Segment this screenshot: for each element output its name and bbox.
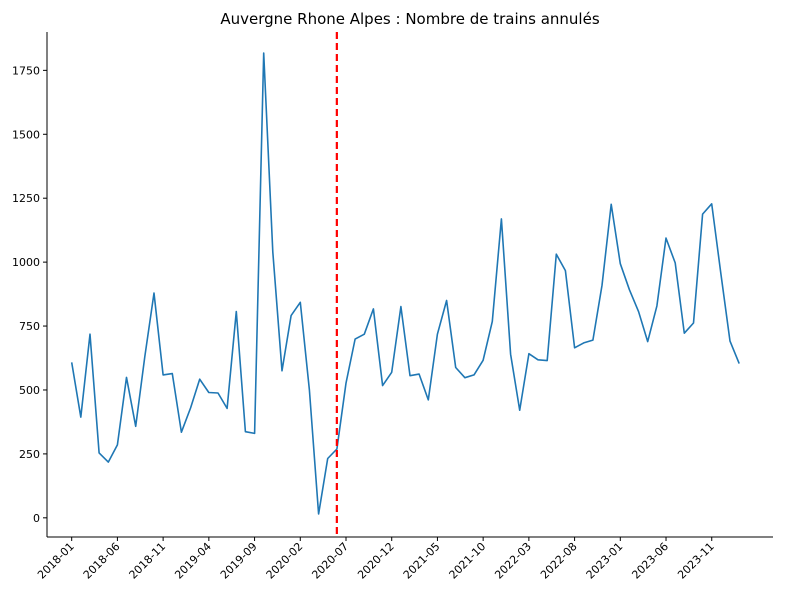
x-tick-label: 2018-11 xyxy=(127,540,169,582)
x-tick-label: 2022-03 xyxy=(492,540,534,582)
y-tick-label: 500 xyxy=(19,384,40,397)
y-tick-label: 1250 xyxy=(12,192,40,205)
x-tick-label: 2023-06 xyxy=(629,540,671,582)
y-tick-label: 250 xyxy=(19,448,40,461)
x-tick-label: 2018-01 xyxy=(35,540,77,582)
x-tick-label: 2023-01 xyxy=(584,540,626,582)
y-tick-label: 750 xyxy=(19,320,40,333)
plot-area: 0 250 500 750 1000 1250 1500 1750 2018-01 2018-06… xyxy=(12,32,773,582)
x-tick-label: 2023-11 xyxy=(675,540,717,582)
y-tick-label: 1500 xyxy=(12,128,40,141)
x-tick-label: 2020-02 xyxy=(264,540,306,582)
x-tick-label: 2020-12 xyxy=(355,540,397,582)
x-tick-label: 2018-06 xyxy=(81,540,123,582)
x-tick-label: 2022-08 xyxy=(538,540,580,582)
x-tick-label: 2021-05 xyxy=(401,540,443,582)
y-tick-label: 1000 xyxy=(12,256,40,269)
x-tick-label: 2019-04 xyxy=(172,540,214,582)
y-tick-label: 0 xyxy=(33,512,40,525)
chart-title: Auvergne Rhone Alpes : Nombre de trains … xyxy=(220,10,599,28)
series-line xyxy=(70,52,740,515)
x-tick-label: 2019-09 xyxy=(218,540,260,582)
y-tick-label: 1750 xyxy=(12,64,40,77)
x-tick-label: 2021-10 xyxy=(447,540,489,582)
x-tick-label: 2020-07 xyxy=(309,540,351,582)
